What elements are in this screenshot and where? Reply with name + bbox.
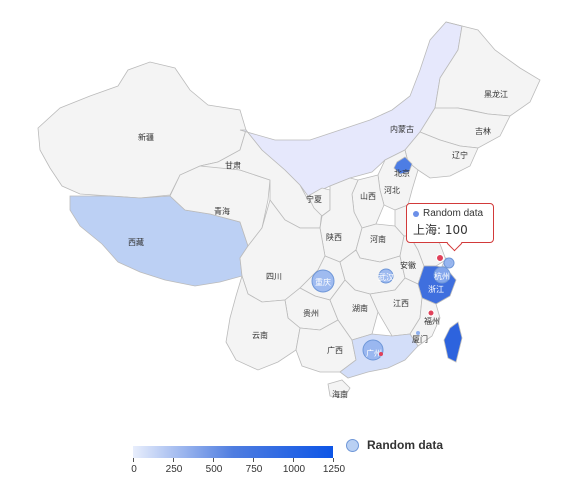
color-scale-tick-label: 750 [245, 464, 263, 475]
color-scale-tick [253, 458, 254, 462]
color-scale-tick-label: 1250 [322, 464, 346, 475]
tooltip-series-dot [413, 210, 419, 217]
legend-label: Random data [367, 438, 444, 452]
region-beijing[interactable] [393, 156, 413, 175]
city-bubble-wuhan[interactable] [378, 268, 394, 284]
label-guizhou: 贵州 [303, 308, 319, 318]
region-hainan[interactable] [327, 379, 351, 399]
region-yunnan[interactable] [225, 274, 301, 371]
label-qinghai: 青海 [214, 206, 230, 216]
label-jilin: 吉林 [475, 126, 491, 136]
tooltip: Random data 上海: 100 [406, 203, 494, 243]
legend[interactable]: Random data [346, 438, 443, 452]
tooltip-value: 上海: 100 [413, 223, 468, 237]
color-scale-tick-label: 250 [165, 464, 183, 475]
label-inner-mongolia: 内蒙古 [390, 124, 414, 134]
label-jiangxi: 江西 [393, 299, 409, 308]
color-scale-tick [213, 458, 214, 462]
color-scale-tick-label: 0 [131, 464, 137, 475]
city-dot-guangzhou[interactable] [379, 352, 383, 356]
color-scale-tick-label: 1000 [282, 464, 306, 475]
label-ningxia: 宁夏 [306, 194, 322, 204]
city-bubble-hangzhou[interactable] [433, 266, 451, 284]
city-dot-shanghai[interactable] [436, 254, 444, 262]
label-xinjiang: 新疆 [138, 132, 154, 142]
color-scale-tick [133, 458, 134, 462]
label-gansu: 甘肃 [225, 160, 241, 170]
label-henan: 河南 [370, 234, 386, 244]
tooltip-series-name: Random data [423, 208, 484, 219]
label-liaoning: 辽宁 [452, 150, 468, 160]
label-guangxi: 广西 [327, 345, 343, 355]
color-scale-bar[interactable] [133, 446, 333, 458]
city-label-guangzhou: 广州 [366, 348, 382, 358]
color-scale-tick [293, 458, 294, 462]
color-scale-tick [333, 458, 334, 462]
color-scale-tick [173, 458, 174, 462]
label-anhui: 安徽 [400, 260, 416, 270]
city-bubble-chongqing[interactable] [311, 269, 335, 293]
city-label-hangzhou: 杭州 [434, 271, 450, 281]
label-beijing: 北京 [394, 168, 410, 178]
city-label-wuhan: 武汉 [378, 272, 394, 282]
city-label-xiamen: 厦门 [412, 334, 428, 344]
label-shanxi: 山西 [360, 191, 376, 201]
city-label-chongqing: 重庆 [315, 277, 331, 287]
label-sichuan: 四川 [266, 272, 282, 281]
label-hebei: 河北 [384, 185, 400, 195]
label-yunnan: 云南 [252, 330, 268, 340]
label-hunan: 湖南 [352, 303, 368, 313]
color-scale-tick-label: 500 [205, 464, 223, 475]
label-tibet: 西藏 [128, 237, 144, 247]
legend-marker [346, 438, 359, 452]
region-taiwan[interactable] [443, 321, 463, 363]
label-shaanxi: 陕西 [326, 232, 342, 242]
label-heilongjiang: 黑龙江 [484, 89, 508, 99]
city-label-fuzhou: 福州 [424, 317, 440, 326]
region-label-zhejiang: 浙江 [428, 284, 444, 294]
city-bubble-guangzhou[interactable] [362, 339, 384, 361]
city-dot-fuzhou[interactable] [427, 309, 435, 317]
label-hainan: 海南 [332, 389, 348, 399]
city-dot-xiamen[interactable] [416, 331, 420, 335]
city-bubble-shanghai[interactable] [443, 257, 455, 269]
